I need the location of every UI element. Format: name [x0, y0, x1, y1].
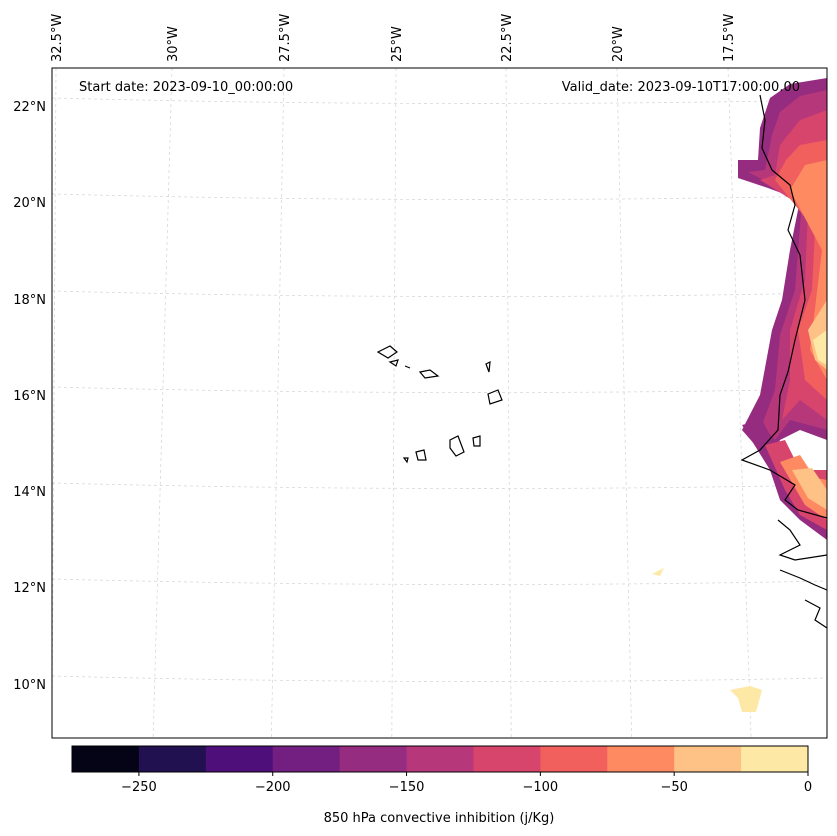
- parallel-line: [51, 193, 828, 200]
- cin-contour-region: [792, 468, 827, 510]
- colorbar-ticks: −250 −200 −150 −100 −50 0: [121, 772, 812, 795]
- cin-contour-region: [652, 568, 664, 576]
- lat-label: 20°N: [13, 196, 46, 211]
- coastline-path: [472, 435, 481, 447]
- coastline-path: [779, 569, 828, 591]
- start-date-label: Start date: 2023-09-10_00:00:00: [79, 80, 293, 95]
- coastline-path: [449, 435, 465, 457]
- meridian-line: [391, 67, 397, 739]
- coastline-path: [415, 449, 427, 461]
- parallel-line: [51, 386, 828, 393]
- colorbar-segment: [339, 746, 408, 772]
- colorbar-segment: [741, 746, 809, 772]
- lon-label: 30°W: [166, 26, 181, 62]
- coastline-path: [804, 599, 828, 629]
- parallel-line: [51, 290, 828, 297]
- colorbar-segment: [607, 746, 675, 772]
- meridian-line: [505, 67, 512, 739]
- colorbar-tick-label: 0: [804, 780, 812, 795]
- coastline-path: [740, 94, 828, 519]
- colorbar-tick-label: −150: [389, 780, 425, 795]
- cin-contour-fields: [652, 78, 827, 712]
- colorbar-segment: [473, 746, 541, 772]
- lon-label: 20°W: [611, 26, 626, 62]
- lat-label: 14°N: [13, 485, 46, 500]
- coastline-path: [402, 457, 409, 464]
- lon-label: 22.5°W: [500, 14, 515, 62]
- colorbar-outline: [71, 745, 809, 773]
- colorbar-tick-label: −50: [660, 780, 687, 795]
- colorbar-segment: [138, 746, 207, 772]
- meridian-line: [271, 67, 285, 739]
- lat-label: 12°N: [13, 581, 46, 596]
- colorbar-segment: [272, 746, 341, 772]
- cin-contour-region: [813, 330, 827, 365]
- lon-label: 17.5°W: [722, 14, 737, 62]
- colorbar-segment: [540, 746, 608, 772]
- colorbar-segment: [674, 746, 742, 772]
- meridian-line: [152, 67, 173, 739]
- coastline-path: [376, 345, 398, 359]
- cin-contour-region: [730, 686, 762, 712]
- coastline-path: [777, 519, 828, 561]
- lat-label: 10°N: [13, 678, 46, 693]
- longitude-labels: 32.5°W 30°W 27.5°W 25°W 22.5°W 20°W 17.5°W: [50, 14, 737, 62]
- lon-label: 32.5°W: [50, 14, 65, 62]
- parallel-line: [51, 97, 828, 104]
- colorbar-tick-label: −200: [255, 780, 291, 795]
- coastline-path: [388, 359, 399, 367]
- meridian-line: [51, 67, 57, 739]
- latitude-labels: 22°N 20°N 18°N 16°N 14°N 12°N 10°N: [13, 100, 46, 693]
- coastline-path: [487, 389, 503, 405]
- colorbar-label: 850 hPa convective inhibition (j/Kg): [324, 811, 555, 826]
- map-frame: [52, 68, 827, 738]
- lat-label: 22°N: [13, 100, 46, 115]
- lat-label: 16°N: [13, 389, 46, 404]
- coastline-path: [485, 360, 491, 373]
- coastlines: [376, 94, 828, 629]
- lon-label: 25°W: [390, 26, 405, 62]
- colorbar-tick-label: −100: [523, 780, 559, 795]
- coastline-path: [418, 369, 440, 379]
- meridian-line: [727, 67, 752, 739]
- colorbar-tick-label: −250: [121, 780, 157, 795]
- lat-label: 18°N: [13, 293, 46, 308]
- colorbar: [71, 745, 809, 773]
- meridian-line: [616, 67, 633, 739]
- valid-date-label: Valid_date: 2023-09-10T17:00:00.00: [562, 80, 800, 95]
- coastline-path: [404, 365, 411, 369]
- graticule: [51, 67, 828, 739]
- colorbar-segment: [406, 746, 474, 772]
- parallel-line: [51, 482, 828, 489]
- colorbar-segment: [205, 746, 274, 772]
- parallel-line: [51, 578, 828, 585]
- colorbar-segment: [72, 746, 140, 772]
- lon-label: 27.5°W: [278, 14, 293, 62]
- parallel-line: [51, 675, 828, 682]
- map-border: [51, 67, 828, 739]
